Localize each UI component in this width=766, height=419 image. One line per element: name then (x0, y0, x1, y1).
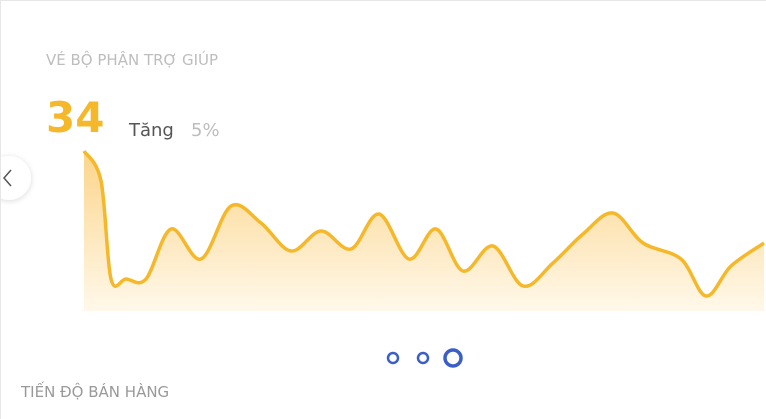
change-label: Tăng (129, 120, 174, 141)
prev-icon[interactable] (3, 169, 12, 187)
card-value: 34 (46, 93, 105, 142)
prev-button-bg[interactable] (1, 156, 31, 200)
section-title: TIẾN ĐỘ BÁN HÀNG (21, 383, 170, 401)
page-dot[interactable] (416, 351, 430, 365)
line (82, 149, 766, 298)
page-dot[interactable] (386, 351, 400, 365)
prev-button[interactable] (1, 156, 31, 200)
change-value: 5% (191, 120, 220, 141)
page-dot-active[interactable] (443, 348, 463, 368)
area (84, 151, 764, 311)
card-title: VÉ BỘ PHẬN TRỢ GIÚP (46, 51, 219, 69)
